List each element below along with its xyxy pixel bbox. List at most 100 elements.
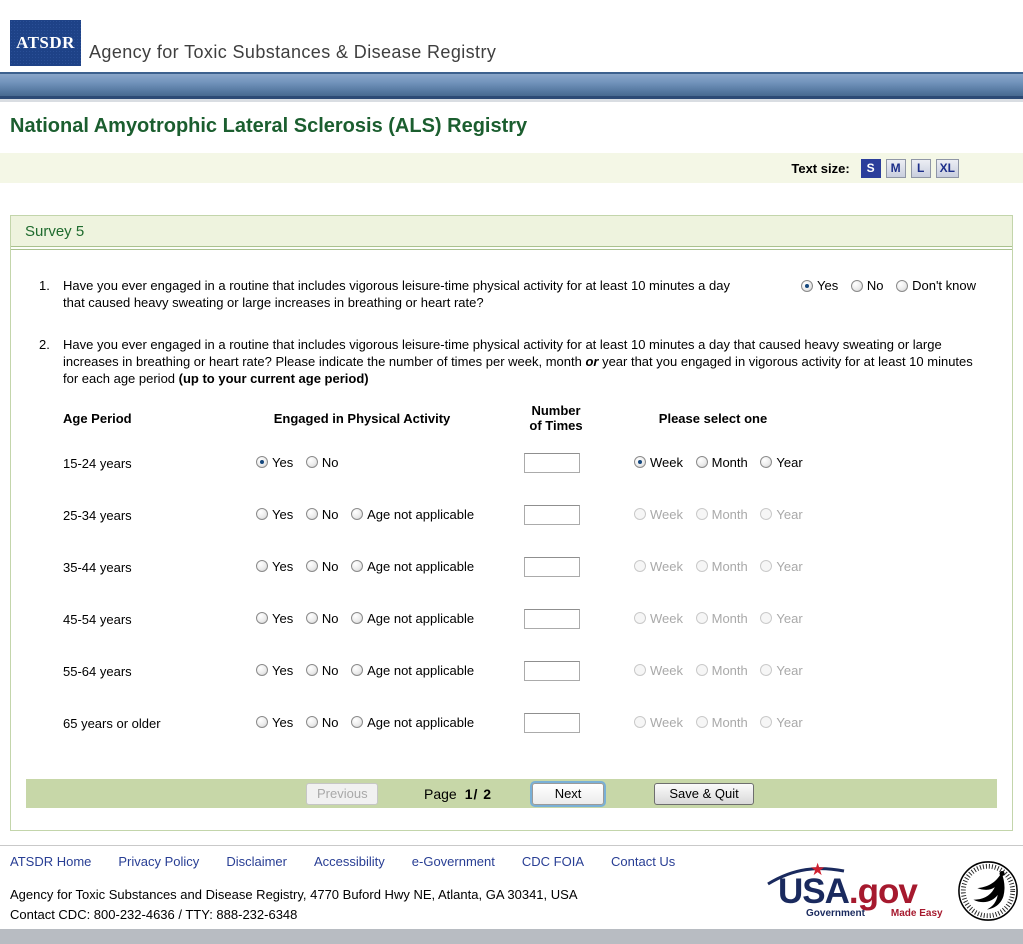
footer-link-e-government[interactable]: e-Government xyxy=(411,854,495,869)
row6-radio-na[interactable]: Age not applicable xyxy=(351,715,474,730)
q1-radio-yes[interactable]: Yes xyxy=(801,277,838,294)
row6-radio-yes[interactable]: Yes xyxy=(256,715,293,730)
number-of-times-input[interactable] xyxy=(524,557,580,577)
radio-button-icon[interactable] xyxy=(351,508,364,521)
radio-button-icon[interactable] xyxy=(634,456,646,469)
times-cell xyxy=(524,505,634,525)
engagement-options: Yes No Age not applicable xyxy=(256,715,524,732)
radio-button-icon[interactable] xyxy=(256,716,268,729)
question-2-number: 2. xyxy=(39,337,50,352)
bottom-scrollbar[interactable] xyxy=(0,929,1023,944)
row2-radio-no[interactable]: No xyxy=(305,507,338,522)
radio-button-icon[interactable] xyxy=(351,716,364,729)
row4-radio-yes[interactable]: Yes xyxy=(256,611,293,626)
number-of-times-input[interactable] xyxy=(524,505,580,525)
row2-radio-month: Month xyxy=(695,507,748,522)
radio-button-icon[interactable] xyxy=(256,456,268,469)
text-size-xlarge-button[interactable]: XL xyxy=(935,158,959,178)
row2-radio-year: Year xyxy=(760,507,803,522)
row5-radio-na[interactable]: Age not applicable xyxy=(351,663,474,678)
row5-radio-yes[interactable]: Yes xyxy=(256,663,293,678)
number-of-times-input[interactable] xyxy=(524,661,580,681)
row3-radio-month: Month xyxy=(695,559,748,574)
row2-radio-na[interactable]: Age not applicable xyxy=(351,507,474,522)
row2-radio-yes[interactable]: Yes xyxy=(256,507,293,522)
period-options: Week Month Year xyxy=(634,663,984,680)
radio-button-icon xyxy=(695,716,708,729)
number-of-times-input[interactable] xyxy=(524,609,580,629)
header-please-select-one: Please select one xyxy=(658,410,768,426)
footer-link-contact-us[interactable]: Contact Us xyxy=(611,854,676,869)
question-1: 1. Have you ever engaged in a routine th… xyxy=(11,277,1012,311)
q1-radio-no[interactable]: No xyxy=(850,277,883,294)
row1-radio-year[interactable]: Year xyxy=(760,455,803,470)
radio-button-icon xyxy=(760,664,773,677)
previous-button: Previous xyxy=(306,782,378,805)
age-period-label: 45-54 years xyxy=(63,611,132,627)
atsdr-logo[interactable]: ATSDR xyxy=(10,20,81,66)
number-of-times-input[interactable] xyxy=(524,453,580,473)
radio-button-icon[interactable] xyxy=(305,664,318,677)
footer-link-cdc-foia[interactable]: CDC FOIA xyxy=(521,854,584,869)
number-of-times-input[interactable] xyxy=(524,713,580,733)
footer-link-accessibility[interactable]: Accessibility xyxy=(313,854,385,869)
row3-radio-na[interactable]: Age not applicable xyxy=(351,559,474,574)
hhs-seal-icon[interactable] xyxy=(957,860,1019,927)
question-1-text: Have you ever engaged in a routine that … xyxy=(63,278,730,310)
row4-radio-na[interactable]: Age not applicable xyxy=(351,611,474,626)
text-size-large-button[interactable]: L xyxy=(910,158,931,178)
radio-button-icon[interactable] xyxy=(760,456,773,469)
radio-button-icon[interactable] xyxy=(351,664,364,677)
q1-radio-dont-know[interactable]: Don't know xyxy=(896,277,976,294)
age-period-label: 65 years or older xyxy=(63,715,161,731)
period-options: Week Month Year xyxy=(634,507,984,524)
radio-button-icon[interactable] xyxy=(896,279,909,292)
header-number-of-times: Number of Times xyxy=(529,403,583,433)
radio-button-icon[interactable] xyxy=(256,508,268,521)
radio-button-icon[interactable] xyxy=(305,560,318,573)
footer-link-privacy-policy[interactable]: Privacy Policy xyxy=(118,854,200,869)
footer-link-disclaimer[interactable]: Disclaimer xyxy=(226,854,287,869)
survey-panel: Survey 5 1. Have you ever engaged in a r… xyxy=(10,215,1013,831)
radio-button-icon[interactable] xyxy=(351,560,364,573)
table-row-55-64: 55-64 years Yes No Age not applicable We… xyxy=(63,645,984,697)
radio-button-icon[interactable] xyxy=(305,612,318,625)
radio-button-icon[interactable] xyxy=(695,456,708,469)
radio-button-icon xyxy=(760,560,773,573)
radio-button-icon xyxy=(634,664,646,677)
times-cell xyxy=(524,713,634,733)
radio-button-icon[interactable] xyxy=(256,664,268,677)
radio-button-icon[interactable] xyxy=(305,456,318,469)
row1-radio-week[interactable]: Week xyxy=(634,455,683,470)
question-2: 2. Have you ever engaged in a routine th… xyxy=(11,336,1012,387)
row1-radio-no[interactable]: No xyxy=(305,455,338,470)
text-size-small-button[interactable]: S xyxy=(860,158,881,178)
radio-button-icon[interactable] xyxy=(305,508,318,521)
radio-button-icon[interactable] xyxy=(305,716,318,729)
radio-button-icon xyxy=(760,612,773,625)
radio-button-icon[interactable] xyxy=(801,279,813,292)
footer-link-atsdr-home[interactable]: ATSDR Home xyxy=(10,854,92,869)
radio-button-icon[interactable] xyxy=(351,612,364,625)
text-size-medium-button[interactable]: M xyxy=(885,158,906,178)
radio-button-icon[interactable] xyxy=(256,560,268,573)
row4-radio-year: Year xyxy=(760,611,803,626)
radio-button-icon[interactable] xyxy=(850,279,863,292)
table-row-65-older: 65 years or older Yes No Age not applica… xyxy=(63,697,984,749)
age-period-label: 35-44 years xyxy=(63,559,132,575)
row6-radio-no[interactable]: No xyxy=(305,715,338,730)
row3-radio-yes[interactable]: Yes xyxy=(256,559,293,574)
radio-button-icon xyxy=(634,560,646,573)
row4-radio-no[interactable]: No xyxy=(305,611,338,626)
usagov-swoosh-icon xyxy=(767,867,845,886)
row3-radio-no[interactable]: No xyxy=(305,559,338,574)
row1-radio-yes[interactable]: Yes xyxy=(256,455,293,470)
age-period-label: 55-64 years xyxy=(63,663,132,679)
next-button[interactable]: Next xyxy=(532,782,605,805)
row5-radio-no[interactable]: No xyxy=(305,663,338,678)
radio-button-icon[interactable] xyxy=(256,612,268,625)
row1-radio-month[interactable]: Month xyxy=(695,455,748,470)
save-and-quit-button[interactable]: Save & Quit xyxy=(654,782,755,805)
row6-radio-week: Week xyxy=(634,715,683,730)
usagov-logo[interactable]: ★ USA.gov Government Made Easy xyxy=(767,860,953,919)
